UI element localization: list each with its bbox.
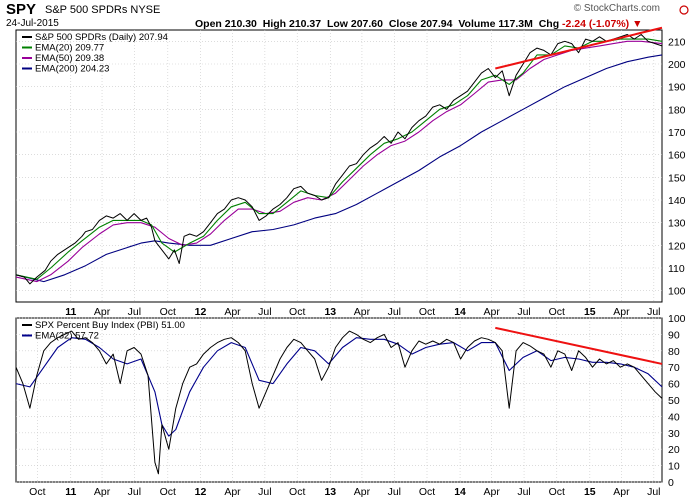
pbi-x-tick-label: Oct (419, 486, 435, 498)
pbi-y-tick-label: 60 (668, 379, 680, 391)
price-x-tick-label: 11 (65, 306, 76, 318)
quote-date: 24-Jul-2015 (6, 18, 59, 29)
price-x-tick-label: Jul (647, 306, 660, 318)
price-series-ema20 (15, 38, 663, 280)
chg-label: Chg (538, 18, 560, 30)
price-trendline (495, 26, 663, 70)
pbi-y-tick-label: 100 (668, 313, 686, 325)
price-series-price (15, 34, 663, 285)
price-x-tick-label: Jul (258, 306, 271, 318)
quote-summary: Open 210.30 High 210.37 Low 207.60 Close… (195, 18, 643, 30)
price-y-tick-label: 130 (668, 218, 686, 230)
price-series-ema50 (15, 40, 663, 283)
pbi-x-tick-label: 14 (454, 486, 466, 498)
pbi-x-tick-label: Apr (613, 486, 630, 498)
pbi-y-tick-label: 0 (668, 477, 674, 489)
pbi-x-tick-label: 12 (195, 486, 207, 498)
price-x-tick-label: Apr (484, 306, 501, 318)
price-legend-label-ema20: EMA(20) 209.77 (35, 43, 104, 54)
high-label: High (262, 18, 287, 30)
pbi-x-tick-label: Apr (224, 486, 241, 498)
pbi-x-tick-label: Jul (388, 486, 401, 498)
price-x-tick-label: Apr (94, 306, 111, 318)
pbi-y-tick-label: 10 (668, 461, 680, 473)
price-y-tick-label: 150 (668, 172, 686, 184)
ticker-symbol: SPY (6, 1, 37, 18)
chg-value: -2.24 (-1.07%) (562, 18, 630, 30)
open-value: 210.30 (224, 18, 257, 30)
price-y-tick-label: 210 (668, 36, 686, 48)
pbi-x-tick-label: Apr (354, 486, 371, 498)
price-legend-label-ema50: EMA(50) 209.38 (35, 53, 104, 64)
price-x-tick-label: 12 (195, 306, 207, 318)
pbi-x-tick-label: Jul (128, 486, 141, 498)
price-x-tick-label: 13 (324, 306, 336, 318)
price-y-tick-label: 180 (668, 104, 686, 116)
price-y-tick-label: 200 (668, 59, 686, 71)
pbi-y-tick-label: 40 (668, 411, 680, 423)
pbi-x-tick-label: Apr (484, 486, 501, 498)
watermark: © StockCharts.com (573, 3, 660, 14)
down-triangle-icon: ▼ (632, 18, 643, 30)
ticker-description: S&P 500 SPDRs NYSE (45, 4, 161, 16)
price-y-tick-label: 190 (668, 82, 686, 94)
pbi-x-tick-label: Oct (289, 486, 305, 498)
pbi-x-tick-label: 15 (584, 486, 596, 498)
close-label: Close (388, 18, 418, 30)
pbi-x-tick-label: Oct (29, 486, 45, 498)
pbi-y-tick-label: 50 (668, 395, 680, 407)
price-x-tick-label: 14 (454, 306, 466, 318)
volume-value: 117.3M (498, 18, 533, 30)
pbi-x-tick-label: Jul (647, 486, 660, 498)
pbi-y-tick-label: 90 (668, 329, 680, 341)
pbi-x-tick-label: Oct (160, 486, 176, 498)
open-label: Open (195, 18, 222, 30)
price-y-tick-label: 120 (668, 240, 686, 252)
pbi-series-pbi (15, 330, 663, 475)
price-x-tick-label: Oct (160, 306, 176, 318)
price-y-tick-label: 110 (668, 263, 685, 275)
stockcharts-logo-icon (679, 5, 689, 15)
close-value: 207.94 (420, 18, 453, 30)
pbi-y-tick-label: 20 (668, 444, 680, 456)
price-x-tick-label: Apr (224, 306, 241, 318)
price-y-tick-label: 160 (668, 150, 686, 162)
low-label: Low (326, 18, 348, 30)
pbi-x-tick-label: Jul (517, 486, 530, 498)
pbi-legend-label-pbi: SPX Percent Buy Index (PBI) 51.00 (35, 320, 185, 331)
price-x-tick-label: 15 (584, 306, 596, 318)
price-x-tick-label: Jul (517, 306, 530, 318)
pbi-panel-frame (15, 317, 663, 483)
pbi-series-pbi_ema (15, 337, 663, 437)
price-x-tick-label: Oct (419, 306, 435, 318)
pbi-y-tick-label: 30 (668, 428, 680, 440)
pbi-x-tick-label: Apr (94, 486, 111, 498)
price-x-tick-label: Jul (388, 306, 401, 318)
price-y-tick-label: 170 (668, 127, 686, 139)
price-x-tick-label: Apr (613, 306, 630, 318)
price-y-tick-label: 100 (668, 286, 686, 298)
price-legend-label-price: S&P 500 SPDRs (Daily) 207.94 (35, 32, 168, 43)
volume-label: Volume (458, 18, 496, 30)
pbi-trendline (495, 326, 663, 365)
pbi-x-tick-label: 11 (65, 486, 76, 498)
pbi-legend-label-pbi_ema: EMA(32) 57.72 (35, 331, 99, 342)
price-legend-label-ema200: EMA(200) 204.23 (35, 64, 109, 75)
high-value: 210.37 (288, 18, 322, 30)
price-x-tick-label: Apr (354, 306, 371, 318)
price-x-tick-label: Oct (289, 306, 305, 318)
price-panel-frame (15, 29, 663, 303)
price-series-ema200 (15, 54, 663, 283)
price-y-tick-label: 140 (668, 195, 686, 207)
pbi-y-tick-label: 70 (668, 362, 680, 374)
pbi-y-tick-label: 80 (668, 346, 680, 358)
low-value: 207.60 (350, 18, 383, 30)
pbi-x-tick-label: Jul (258, 486, 271, 498)
pbi-x-tick-label: Oct (549, 486, 565, 498)
price-x-tick-label: Oct (549, 306, 565, 318)
price-x-tick-label: Jul (128, 306, 141, 318)
pbi-x-tick-label: 13 (324, 486, 336, 498)
